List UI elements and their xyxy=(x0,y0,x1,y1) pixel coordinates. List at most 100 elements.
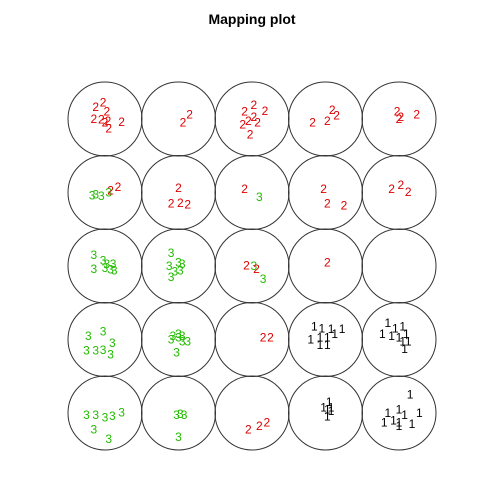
class-1-point: 1 xyxy=(381,415,388,429)
class-2-point: 2 xyxy=(102,116,109,130)
class-2-point: 2 xyxy=(398,110,405,124)
class-2-point: 2 xyxy=(105,121,112,135)
class-2-point: 2 xyxy=(263,415,270,429)
class-3-point: 3 xyxy=(171,265,178,279)
class-2-point: 2 xyxy=(118,115,125,129)
class-1-point: 1 xyxy=(311,320,318,334)
class-2-point: 2 xyxy=(168,197,175,211)
class-1-point: 1 xyxy=(401,408,408,422)
class-3-point: 3 xyxy=(166,259,173,273)
class-1-point: 1 xyxy=(320,400,327,414)
cell-circle xyxy=(214,375,290,451)
class-1-point: 1 xyxy=(331,327,338,341)
class-1-point: 1 xyxy=(317,338,324,352)
class-2-point: 2 xyxy=(175,181,182,195)
class-2-point: 2 xyxy=(254,116,261,130)
class-1-point: 1 xyxy=(328,404,335,418)
som-cell: 2 323 xyxy=(214,228,290,304)
class-1-point: 1 xyxy=(328,322,335,336)
som-cell: 333 32 2 xyxy=(67,155,143,230)
class-2-point: 2 xyxy=(100,95,107,109)
class-3-point: 3 xyxy=(179,257,186,271)
class-1-point: 1 xyxy=(399,334,406,348)
class-3-point: 3 xyxy=(100,324,107,338)
class-1-point: 1 xyxy=(317,331,324,345)
class-3-point: 3 xyxy=(105,432,112,446)
class-3-point: 3 xyxy=(177,263,184,277)
class-3-point: 3 xyxy=(177,407,184,421)
class-2-point: 2 xyxy=(245,423,252,437)
cell-circle xyxy=(141,81,216,157)
class-3-point: 3 xyxy=(102,410,109,424)
cell-circle xyxy=(361,228,437,304)
class-1-point: 1 xyxy=(388,329,395,343)
class-3-point: 3 xyxy=(118,405,125,419)
class-3-point: 3 xyxy=(102,261,109,275)
class-1-point: 1 xyxy=(339,322,346,336)
class-2-point: 2 xyxy=(107,184,114,198)
class-3-point: 3 xyxy=(175,430,182,444)
class-1-point: 1 xyxy=(407,388,414,402)
class-2-point: 2 xyxy=(251,98,258,112)
som-cell: 23 xyxy=(214,155,290,230)
som-cell: 22 xyxy=(141,81,216,157)
class-2-point: 2 xyxy=(320,182,327,196)
class-1-point: 1 xyxy=(326,395,333,409)
class-2-point: 2 xyxy=(98,113,105,127)
class-1-point: 1 xyxy=(324,410,331,424)
class-2-point: 2 xyxy=(324,197,331,211)
class-3-point: 3 xyxy=(83,408,90,422)
class-1-point: 1 xyxy=(385,406,392,420)
class-2-point: 2 xyxy=(394,105,401,119)
som-cell: 2 222 2 22 22 xyxy=(67,81,143,157)
class-3-point: 3 xyxy=(89,188,96,202)
class-2-point: 2 xyxy=(260,331,267,345)
class-3-point: 3 xyxy=(170,329,177,343)
class-1-point: 1 xyxy=(405,334,412,348)
class-1-point: 1 xyxy=(328,400,335,414)
class-1-point: 1 xyxy=(307,333,314,347)
class-3-point: 3 xyxy=(179,334,186,348)
chart-title: Mapping plot xyxy=(208,11,295,27)
class-1-point: 1 xyxy=(396,415,403,429)
class-3-point: 3 xyxy=(100,253,107,267)
class-2-point: 2 xyxy=(324,255,331,269)
class-3-point: 3 xyxy=(173,345,180,359)
class-3-point: 3 xyxy=(100,343,107,357)
class-3-point: 3 xyxy=(107,263,114,277)
class-2-point: 2 xyxy=(91,112,98,126)
class-1-point: 1 xyxy=(318,321,325,335)
class-2-point: 2 xyxy=(247,128,254,142)
class-3-point: 3 xyxy=(179,329,186,343)
class-3-point: 3 xyxy=(175,327,182,341)
class-3-point: 3 xyxy=(92,344,99,358)
cell-circle xyxy=(214,155,290,230)
class-3-point: 3 xyxy=(109,336,116,350)
class-3-point: 3 xyxy=(91,248,98,262)
cell-circle xyxy=(361,155,437,230)
class-2-point: 2 xyxy=(329,103,336,117)
class-3-point: 3 xyxy=(91,262,98,276)
cell-circle xyxy=(361,375,437,451)
class-2-point: 2 xyxy=(177,196,184,210)
class-3-point: 3 xyxy=(85,329,92,343)
class-3-point: 3 xyxy=(181,408,188,422)
class-2-point: 2 xyxy=(388,182,395,196)
class-2-point: 2 xyxy=(104,105,111,119)
class-1-point: 1 xyxy=(396,331,403,345)
class-2-point: 2 xyxy=(184,197,191,211)
som-cell: 2 xyxy=(288,228,363,304)
class-2-point: 2 xyxy=(180,116,187,130)
class-2-point: 2 xyxy=(398,178,405,192)
class-2-point: 2 xyxy=(253,262,260,276)
